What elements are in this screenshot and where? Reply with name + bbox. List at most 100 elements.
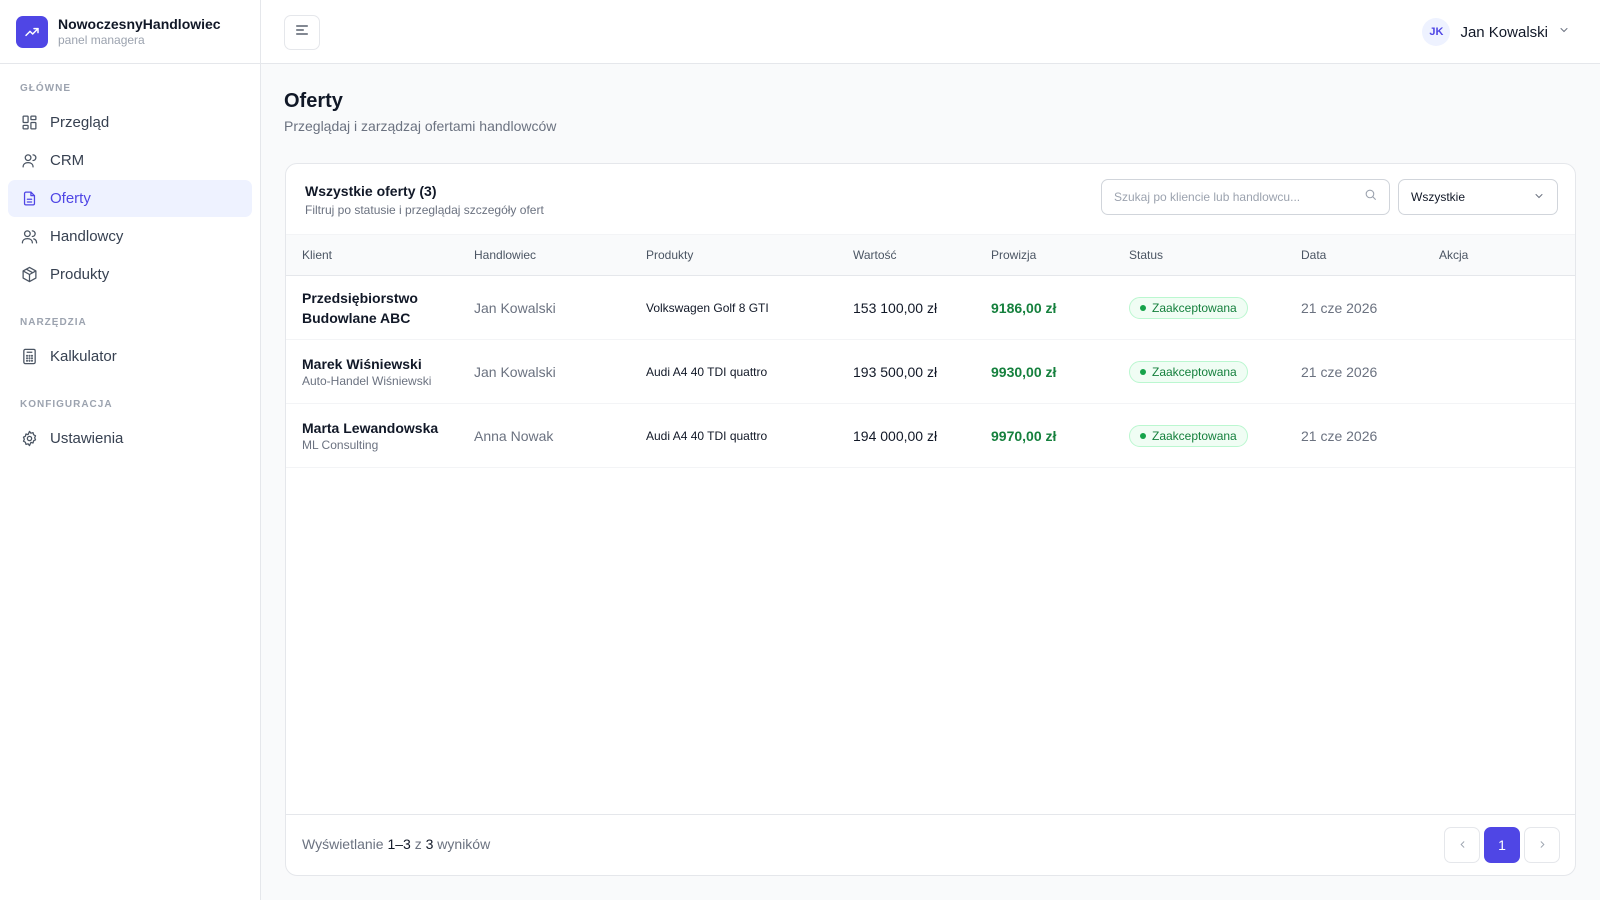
status-dot <box>1140 368 1146 375</box>
chevron-left-icon <box>1457 837 1468 853</box>
column-header-status[interactable]: Status <box>1129 248 1164 262</box>
pagination: 1 <box>1440 827 1560 863</box>
sidebar-item-label: Produkty <box>50 266 110 283</box>
sidebar-item-label: Oferty <box>50 190 91 207</box>
sidebar-item-ustawienia[interactable]: Ustawienia <box>8 420 252 457</box>
column-header-wartosc[interactable]: Wartość <box>853 248 897 262</box>
sidebar-item-przeglad[interactable]: Przegląd <box>8 104 252 141</box>
column-header-data[interactable]: Data <box>1301 248 1327 262</box>
salesperson-cell: Anna Nowak <box>474 427 554 444</box>
table-row[interactable]: Marek Wiśniewski Auto-Handel Wiśniewski … <box>286 340 1575 404</box>
layout-grid-icon <box>20 114 38 132</box>
client-name: Przedsiębiorstwo Budowlane ABC <box>302 289 418 326</box>
package-icon <box>20 266 38 284</box>
sidebar-item-crm[interactable]: CRM <box>8 142 252 179</box>
column-header-produkty[interactable]: Produkty <box>646 248 694 262</box>
date-cell: 21 cze 2026 <box>1301 427 1378 444</box>
product-cell: Audi A4 40 TDI quattro <box>646 364 768 379</box>
column-header-klient[interactable]: Klient <box>302 248 333 262</box>
status-filter-select[interactable]: Wszystkie <box>1398 179 1558 215</box>
results-of: z <box>414 836 422 852</box>
search-icon <box>1364 188 1377 206</box>
nav-heading-config: KONFIGURACJA <box>20 399 113 410</box>
status-cell: Zaakceptowana <box>1113 404 1285 468</box>
user-menu[interactable]: JK Jan Kowalski <box>1422 18 1570 46</box>
status-dot <box>1140 432 1146 439</box>
date-cell: 21 cze 2026 <box>1301 299 1378 316</box>
gear-icon <box>20 430 38 448</box>
card-footer: Wyświetlanie 1–3 z 3 wyników 1 <box>286 814 1575 875</box>
commission-cell: 9970,00 zł <box>991 427 1057 444</box>
results-suffix: wyników <box>437 836 491 852</box>
column-header-handlowiec[interactable]: Handlowiec <box>474 248 537 262</box>
sidebar-item-label: Przegląd <box>50 114 110 131</box>
action-cell <box>1423 340 1575 404</box>
prev-page-button[interactable] <box>1444 827 1480 863</box>
salesperson-cell: Jan Kowalski <box>474 363 556 380</box>
nav-heading-main: GŁÓWNE <box>20 83 71 94</box>
column-header-akcja: Akcja <box>1439 248 1469 262</box>
page-title: Oferty <box>284 90 343 112</box>
page-button-current[interactable]: 1 <box>1484 827 1520 863</box>
status-label: Zaakceptowana <box>1152 428 1237 443</box>
table-row[interactable]: Marta Lewandowska ML Consulting Anna Now… <box>286 404 1575 468</box>
sidebar-item-label: Handlowcy <box>50 228 124 245</box>
user-name: Jan Kowalski <box>1460 23 1548 41</box>
menu-icon <box>294 22 310 43</box>
value-cell: 194 000,00 zł <box>853 427 938 444</box>
results-total: 3 <box>425 836 434 852</box>
status-dot <box>1140 304 1146 311</box>
sidebar-item-kalkulator[interactable]: Kalkulator <box>8 338 252 375</box>
card-title: Wszystkie oferty (3) <box>305 183 437 199</box>
next-page-button[interactable] <box>1524 827 1560 863</box>
menu-toggle-button[interactable] <box>284 15 320 50</box>
top-bar: JK Jan Kowalski <box>261 0 1600 64</box>
sidebar-item-label: Ustawienia <box>50 430 124 447</box>
status-cell: Zaakceptowana <box>1113 276 1285 340</box>
nav-heading-tools: NARZĘDZIA <box>20 317 87 328</box>
status-badge: Zaakceptowana <box>1129 296 1248 319</box>
chevron-down-icon <box>1533 190 1545 205</box>
commission-cell: 9930,00 zł <box>991 363 1057 380</box>
file-text-icon <box>20 190 38 208</box>
results-range: 1–3 <box>387 836 411 852</box>
chevron-right-icon <box>1537 837 1548 853</box>
status-filter-value: Wszystkie <box>1411 190 1465 204</box>
client-cell: Marek Wiśniewski Auto-Handel Wiśniewski <box>286 340 458 404</box>
users-icon <box>20 228 38 246</box>
calculator-icon <box>20 348 38 366</box>
table-header-row: Klient Handlowiec Produkty Wartość Prowi… <box>286 234 1575 276</box>
search-input[interactable] <box>1114 190 1364 204</box>
value-cell: 153 100,00 zł <box>853 299 938 316</box>
results-summary: Wyświetlanie 1–3 z 3 wyników <box>302 836 490 852</box>
action-cell <box>1423 404 1575 468</box>
status-badge: Zaakceptowana <box>1129 360 1248 383</box>
action-cell <box>1423 276 1575 340</box>
trending-up-icon <box>16 15 48 48</box>
page-subtitle: Przeglądaj i zarządzaj ofertami handlowc… <box>284 118 557 134</box>
results-prefix: Wyświetlanie <box>302 836 384 852</box>
client-cell: Marta Lewandowska ML Consulting <box>286 404 458 468</box>
value-cell: 193 500,00 zł <box>853 363 938 380</box>
sidebar: NowoczesnyHandlowiec panel managera GŁÓW… <box>0 0 261 900</box>
offers-table: Klient Handlowiec Produkty Wartość Prowi… <box>286 234 1575 468</box>
column-header-prowizja[interactable]: Prowizja <box>991 248 1037 262</box>
status-badge: Zaakceptowana <box>1129 424 1248 447</box>
commission-cell: 9186,00 zł <box>991 299 1057 316</box>
sidebar-nav: GŁÓWNE Przegląd CRM Oferty Handlowcy Pro… <box>0 64 260 457</box>
sidebar-item-handlowcy[interactable]: Handlowcy <box>8 218 252 255</box>
chevron-down-icon <box>1558 23 1570 41</box>
avatar: JK <box>1422 18 1451 46</box>
status-label: Zaakceptowana <box>1152 300 1237 315</box>
sidebar-item-label: CRM <box>50 152 85 169</box>
sidebar-item-produkty[interactable]: Produkty <box>8 256 252 293</box>
user-icon <box>20 152 38 170</box>
table-row[interactable]: Przedsiębiorstwo Budowlane ABC Jan Kowal… <box>286 276 1575 340</box>
client-cell: Przedsiębiorstwo Budowlane ABC <box>286 276 458 340</box>
brand-subtitle: panel managera <box>58 32 145 47</box>
search-box <box>1101 179 1390 215</box>
client-company: Auto-Handel Wiśniewski <box>302 374 432 388</box>
client-name: Marek Wiśniewski <box>302 356 422 372</box>
brand[interactable]: NowoczesnyHandlowiec panel managera <box>0 0 260 64</box>
sidebar-item-oferty[interactable]: Oferty <box>8 180 252 217</box>
